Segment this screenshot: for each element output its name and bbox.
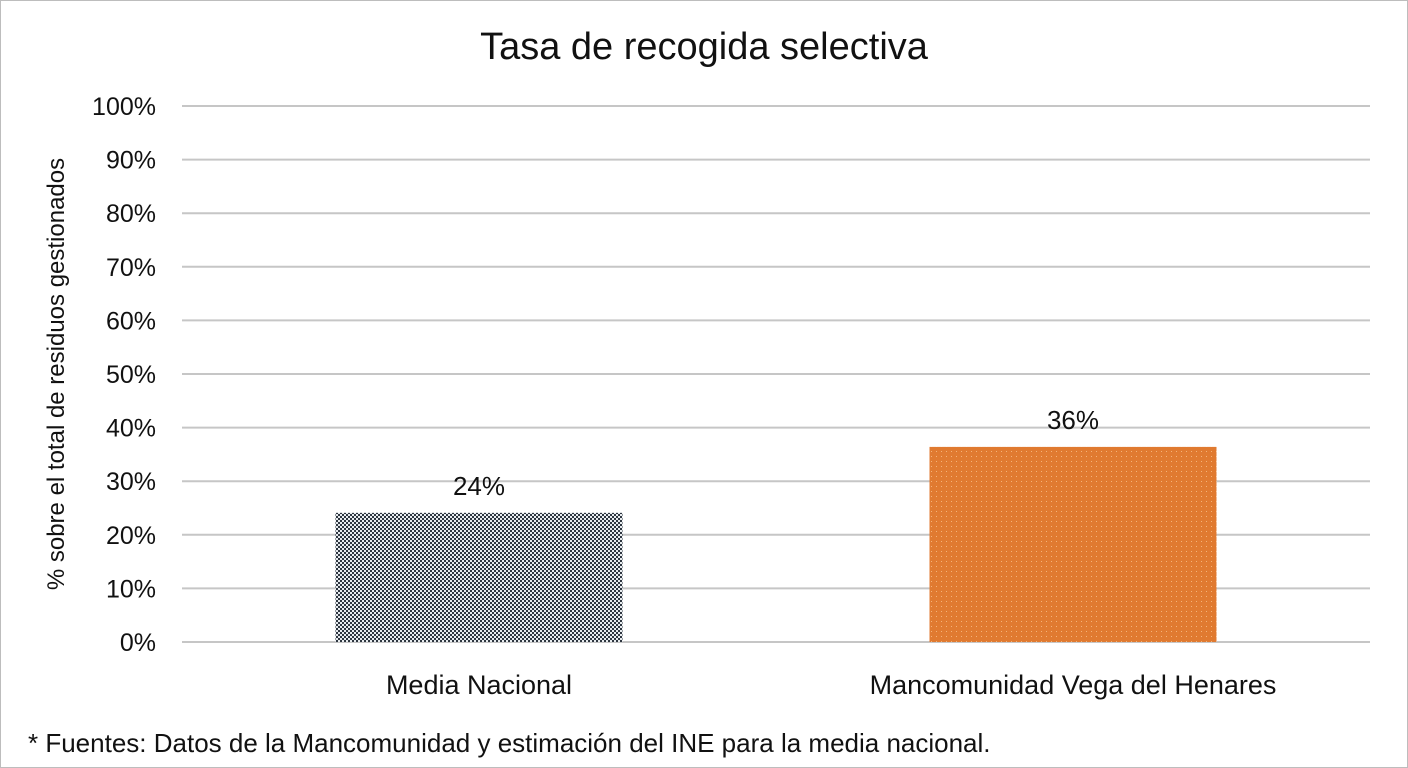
chart-title: Tasa de recogida selectiva <box>480 26 929 68</box>
y-tick-label: 40% <box>106 415 156 443</box>
y-axis-label: % sobre el total de residuos gestionados <box>43 158 70 590</box>
y-tick-label: 20% <box>106 522 156 550</box>
data-label: 24% <box>453 471 505 501</box>
y-tick-label: 0% <box>120 629 156 657</box>
y-tick-label: 50% <box>106 361 156 389</box>
bar <box>335 512 623 642</box>
data-label: 36% <box>1047 405 1099 435</box>
x-tick-label: Media Nacional <box>386 670 572 700</box>
y-tick-label: 60% <box>106 307 156 335</box>
bar <box>929 446 1217 642</box>
footnote: * Fuentes: Datos de la Mancomunidad y es… <box>28 728 991 758</box>
y-tick-label: 30% <box>106 468 156 496</box>
y-tick-label: 90% <box>106 147 156 175</box>
y-tick-label: 70% <box>106 254 156 282</box>
y-tick-label: 10% <box>106 575 156 603</box>
y-tick-label: 100% <box>92 93 156 121</box>
x-tick-label: Mancomunidad Vega del Henares <box>870 670 1277 700</box>
y-tick-label: 80% <box>106 200 156 228</box>
